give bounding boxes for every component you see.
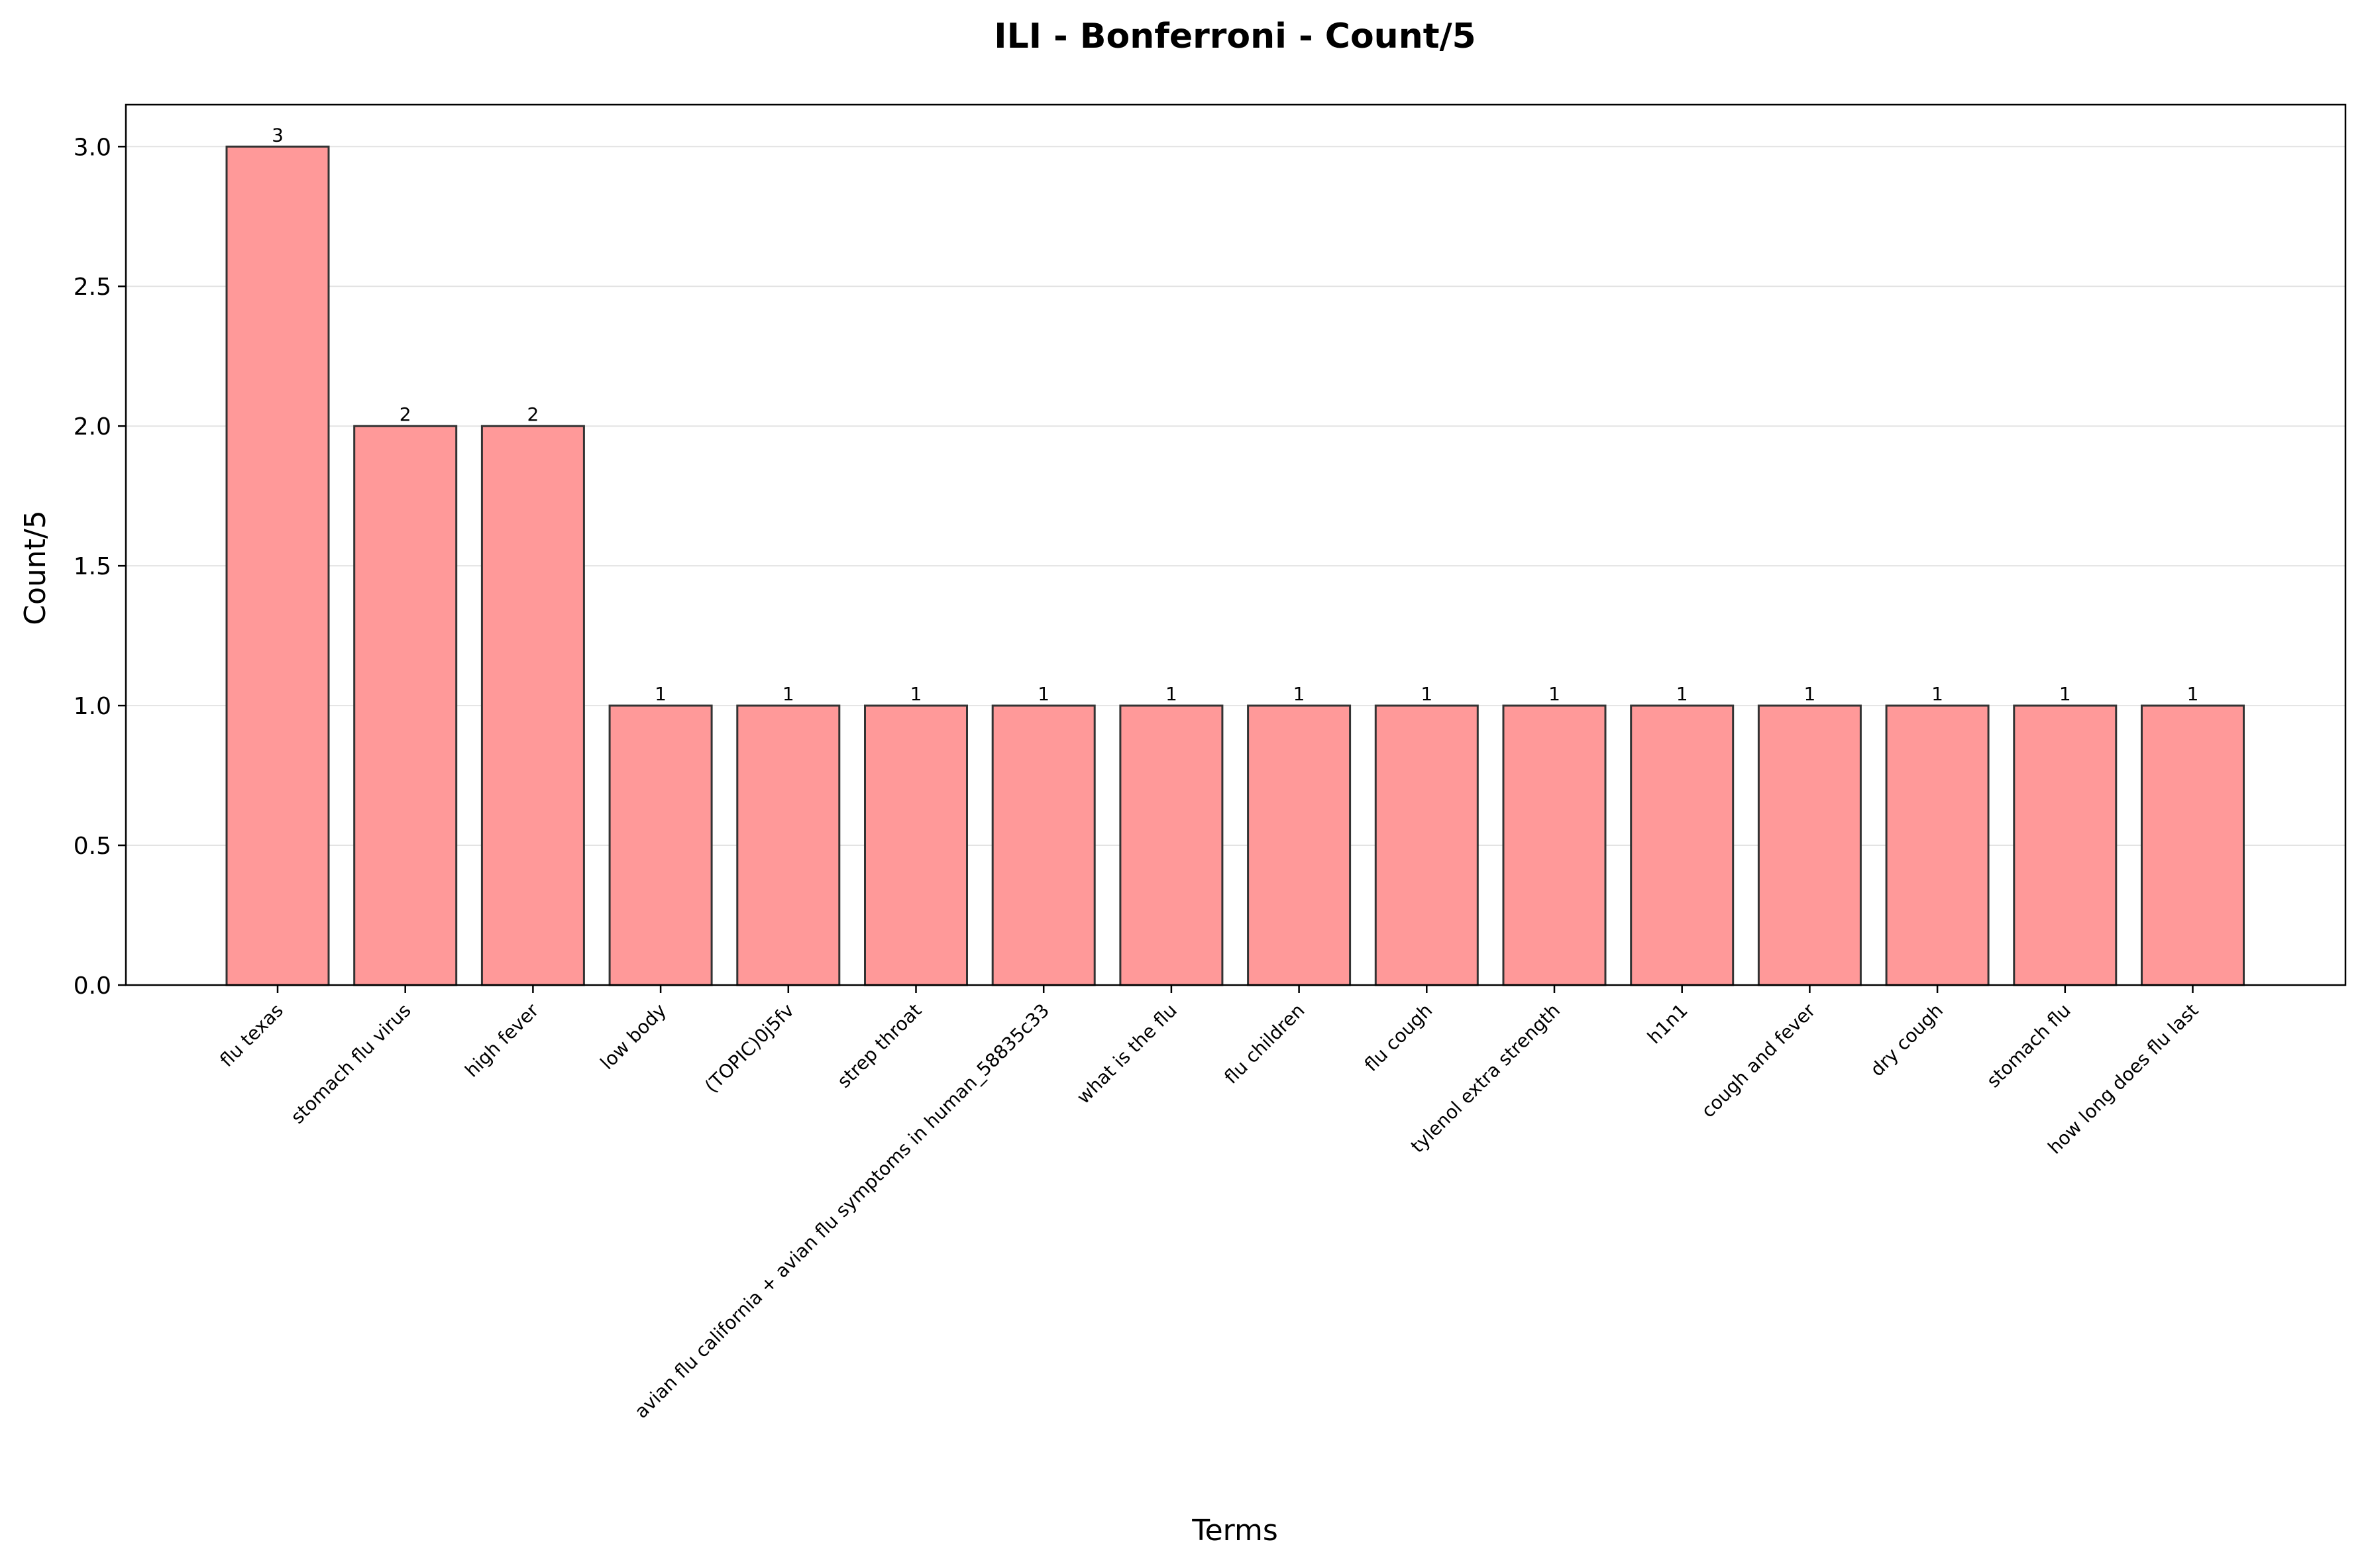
x-tick-label: tylenol extra strength [1407, 1000, 1564, 1157]
x-tick-label: strep throat [833, 1000, 926, 1092]
y-tick-label: 1.5 [74, 553, 111, 580]
bar [353, 425, 458, 986]
y-tick-label: 0.5 [74, 833, 111, 860]
x-tick-label: flu texas [216, 1000, 288, 1071]
x-tick-label: flu cough [1360, 1000, 1436, 1076]
x-tick-label: high fever [460, 999, 543, 1081]
data-label: 1 [655, 683, 667, 705]
data-label: 1 [1676, 683, 1688, 705]
data-label: 1 [1165, 683, 1177, 705]
y-tick-label: 3.0 [74, 134, 111, 161]
data-label: 2 [400, 403, 411, 425]
data-label: 1 [1548, 683, 1560, 705]
y-axis-ticks: 0.0 0.5 1.0 1.5 2.0 2.5 3.0 [74, 134, 126, 1000]
bar [1374, 704, 1479, 986]
bar [736, 704, 841, 986]
data-label: 1 [1803, 683, 1815, 705]
y-tick-label: 0.0 [74, 972, 111, 1000]
bar [1885, 704, 1990, 986]
bar [2141, 704, 2245, 986]
bars [225, 145, 2245, 986]
data-label: 1 [1293, 683, 1305, 705]
x-tick-label: dry cough [1866, 1000, 1947, 1081]
bar [991, 704, 1096, 986]
plot-frame [125, 103, 2347, 986]
data-label: 1 [782, 683, 794, 705]
bar [1247, 704, 1352, 986]
data-label: 1 [910, 683, 922, 705]
x-tick-label: (TOPIC)0j5fv [700, 1000, 798, 1097]
data-label: 1 [1038, 683, 1049, 705]
bar [1757, 704, 1862, 986]
y-tick-label: 2.0 [74, 413, 111, 441]
data-labels: 3 2 2 1 1 1 1 1 1 1 1 1 1 1 1 1 [272, 124, 2198, 705]
data-label: 1 [1931, 683, 1943, 705]
x-tick-label: stomach flu virus [286, 1000, 415, 1128]
x-tick-label: h1n1 [1643, 1000, 1692, 1049]
x-tick-label: low body [596, 1000, 671, 1074]
bar [1502, 704, 1607, 986]
y-axis-label: Count/5 [19, 510, 52, 625]
x-tick-label: avian flu california + avian flu symptom… [630, 1000, 1053, 1423]
x-tick-label: how long does flu last [2043, 1000, 2202, 1159]
y-tick-label: 2.5 [74, 274, 111, 301]
data-label: 1 [2187, 683, 2199, 705]
data-label: 3 [272, 124, 284, 146]
bar [2013, 704, 2118, 986]
bar [225, 145, 330, 986]
grid-lines [126, 146, 2345, 986]
bar [480, 425, 585, 986]
bar [1630, 704, 1735, 986]
data-label: 1 [1421, 683, 1432, 705]
bar [608, 704, 713, 986]
x-tick-label: stomach flu [1982, 1000, 2075, 1092]
x-tick-label: what is the flu [1073, 1000, 1181, 1108]
x-tick-label: flu children [1220, 1000, 1309, 1088]
chart-title: ILI - Bonferroni - Count/5 [994, 17, 1476, 56]
x-axis-label: Terms [1191, 1514, 1278, 1547]
y-tick-label: 1.0 [74, 693, 111, 720]
bar [864, 704, 968, 986]
bar [1119, 704, 1224, 986]
x-tick-label: cough and fever [1697, 999, 1819, 1122]
data-label: 1 [2059, 683, 2071, 705]
data-label: 2 [527, 403, 539, 425]
